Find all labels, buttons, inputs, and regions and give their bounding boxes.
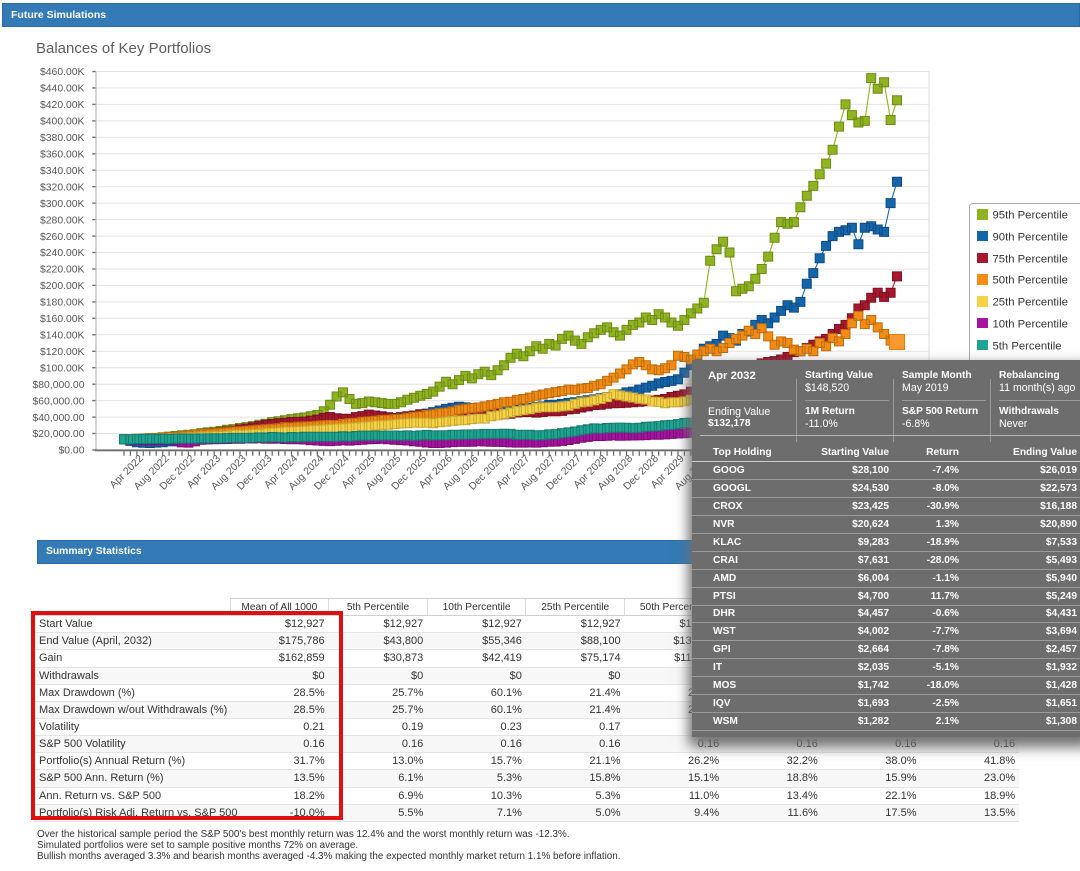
svg-text:$300.00K: $300.00K [40,199,85,210]
svg-text:$240.00K: $240.00K [40,248,85,259]
svg-text:$460.00K: $460.00K [40,67,85,78]
svg-text:$160.00K: $160.00K [40,314,85,325]
svg-text:$40,000.00: $40,000.00 [32,413,84,424]
svg-text:$260.00K: $260.00K [40,232,85,243]
svg-text:$180.00K: $180.00K [40,298,85,309]
svg-text:$340.00K: $340.00K [40,166,85,177]
svg-text:$120.00K: $120.00K [40,347,85,358]
svg-text:$280.00K: $280.00K [40,215,85,226]
svg-text:$320.00K: $320.00K [40,182,85,193]
svg-text:$440.00K: $440.00K [40,84,85,95]
svg-text:$20,000.00: $20,000.00 [32,429,84,440]
svg-text:$420.00K: $420.00K [40,100,85,111]
svg-text:$360.00K: $360.00K [40,150,85,161]
svg-text:$80,000.00: $80,000.00 [32,380,84,391]
svg-text:$380.00K: $380.00K [40,133,85,144]
svg-text:$0.00: $0.00 [58,446,84,457]
svg-text:$60,000.00: $60,000.00 [32,396,84,407]
svg-text:$220.00K: $220.00K [40,265,85,276]
svg-text:$400.00K: $400.00K [40,117,85,128]
svg-text:$140.00K: $140.00K [40,331,85,342]
svg-text:$200.00K: $200.00K [40,281,85,292]
svg-text:$100.00K: $100.00K [40,363,85,374]
